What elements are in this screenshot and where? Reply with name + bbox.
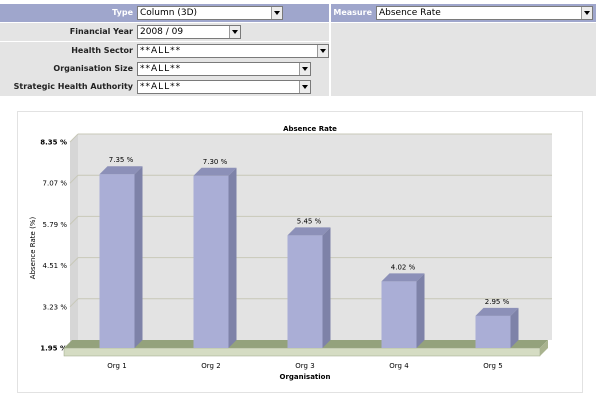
grid-line-side: [69, 257, 79, 266]
organisation-size-label: Organisation Size: [0, 60, 136, 78]
type-label: Type: [0, 4, 136, 22]
bar-top: [99, 166, 143, 175]
organisation-size-select[interactable]: **ALL**: [137, 62, 311, 76]
strategic-health-authority-label: Strategic Health Authority: [0, 78, 136, 96]
bar-front: [99, 174, 135, 348]
chevron-down-icon[interactable]: [299, 81, 310, 93]
y-tick-label: 3.23 %: [43, 303, 68, 311]
bar-data-label: 2.95 %: [485, 298, 510, 306]
bar-side: [322, 227, 331, 348]
right-filler: [331, 23, 596, 96]
financial-year-select-value: 2008 / 09: [140, 27, 184, 37]
y-tick-label: 5.79 %: [43, 221, 68, 229]
plot-side-wall: [70, 134, 78, 348]
bar-front: [193, 175, 229, 348]
grid-line-side: [69, 298, 79, 308]
chevron-down-icon[interactable]: [271, 7, 282, 19]
y-tick-label: 7.07 %: [43, 180, 68, 188]
financial-year-label: Financial Year: [0, 23, 136, 41]
y-tick-label: 1.95 %: [40, 345, 67, 353]
bar-data-label: 7.35 %: [109, 156, 134, 164]
measure-label: Measure: [331, 4, 375, 22]
health-sector-select-value: **ALL**: [140, 46, 182, 56]
bar-front: [287, 235, 323, 348]
filter-panel: Type Column (3D) Measure Absence Rate Fi…: [0, 0, 600, 96]
measure-select-value: Absence Rate: [379, 8, 441, 18]
strategic-health-authority-select[interactable]: **ALL**: [137, 80, 311, 94]
y-tick-label: 8.35 %: [40, 139, 67, 147]
chevron-down-icon[interactable]: [581, 7, 592, 19]
type-select[interactable]: Column (3D): [137, 6, 283, 20]
chevron-down-icon[interactable]: [229, 26, 240, 38]
bar-side: [510, 307, 519, 348]
grid-line-side: [69, 216, 79, 225]
bar-side: [228, 167, 237, 348]
chart-floor-front: [63, 347, 541, 357]
type-select-value: Column (3D): [140, 8, 198, 18]
bar-data-label: 5.45 %: [297, 217, 322, 225]
financial-year-select[interactable]: 2008 / 09: [137, 25, 241, 39]
grid-line-side: [69, 133, 79, 143]
grid-line-side: [69, 174, 79, 184]
x-tick-label: Org 3: [295, 362, 314, 370]
y-axis-title: Absence Rate (%): [29, 217, 37, 280]
x-tick-label: Org 4: [389, 362, 409, 370]
x-tick-label: Org 2: [201, 362, 220, 370]
x-axis-title: Organisation: [280, 373, 331, 381]
chart-title: Absence Rate: [283, 125, 337, 133]
health-sector-label: Health Sector: [0, 42, 136, 60]
y-tick-label: 4.51 %: [43, 262, 68, 270]
measure-select[interactable]: Absence Rate: [376, 6, 593, 20]
x-tick-label: Org 5: [483, 362, 502, 370]
chevron-down-icon[interactable]: [317, 45, 328, 57]
bar-data-label: 4.02 %: [391, 263, 416, 271]
bar-top: [475, 307, 519, 316]
bar-front: [381, 281, 417, 348]
chevron-down-icon[interactable]: [299, 63, 310, 75]
bar-top: [287, 227, 331, 236]
bar-side: [134, 166, 143, 348]
bar-data-label: 7.30 %: [203, 158, 228, 166]
organisation-size-select-value: **ALL**: [140, 64, 182, 74]
bar-side: [416, 273, 425, 348]
strategic-health-authority-select-value: **ALL**: [140, 82, 182, 92]
x-tick-label: Org 1: [107, 362, 126, 370]
chart-floor-side: [540, 340, 548, 356]
bar-top: [381, 273, 425, 282]
health-sector-select[interactable]: **ALL**: [137, 44, 329, 58]
bar-front: [475, 315, 511, 348]
bar-top: [193, 167, 237, 176]
